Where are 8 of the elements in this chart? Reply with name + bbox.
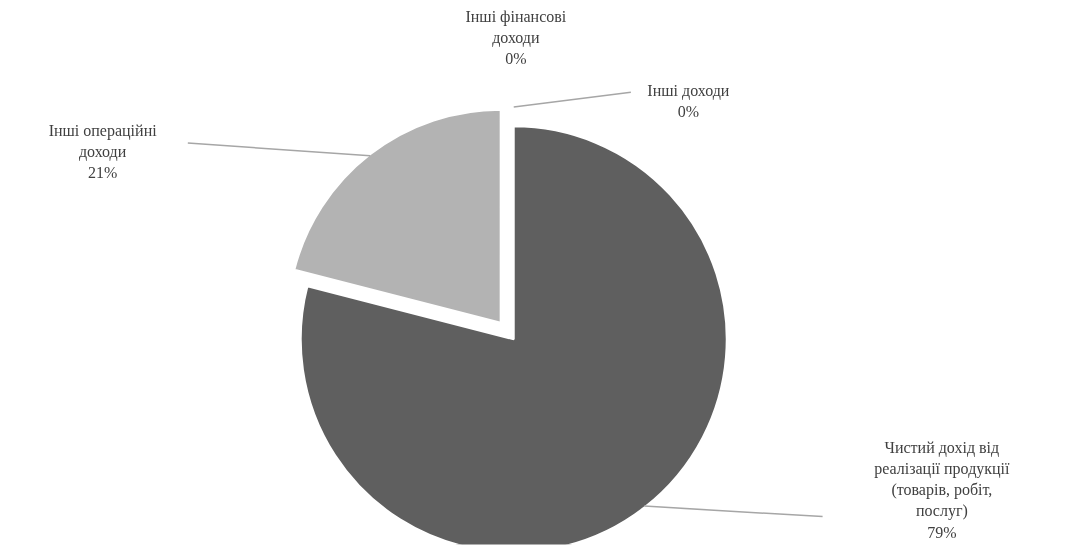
data-label: 21% [87,164,118,182]
text: 0% [677,103,700,121]
slice-label: Інші операційні доходи [48,121,158,162]
data-label: 79% [927,523,957,541]
slice-label: Чистий дохід від реалізації продукції (товарів, робіт, послуг) [874,438,1011,521]
text: 0% [505,50,527,68]
category-label: Інші фінансові доходи [465,7,567,47]
category-label: Інші доходи [647,81,730,99]
